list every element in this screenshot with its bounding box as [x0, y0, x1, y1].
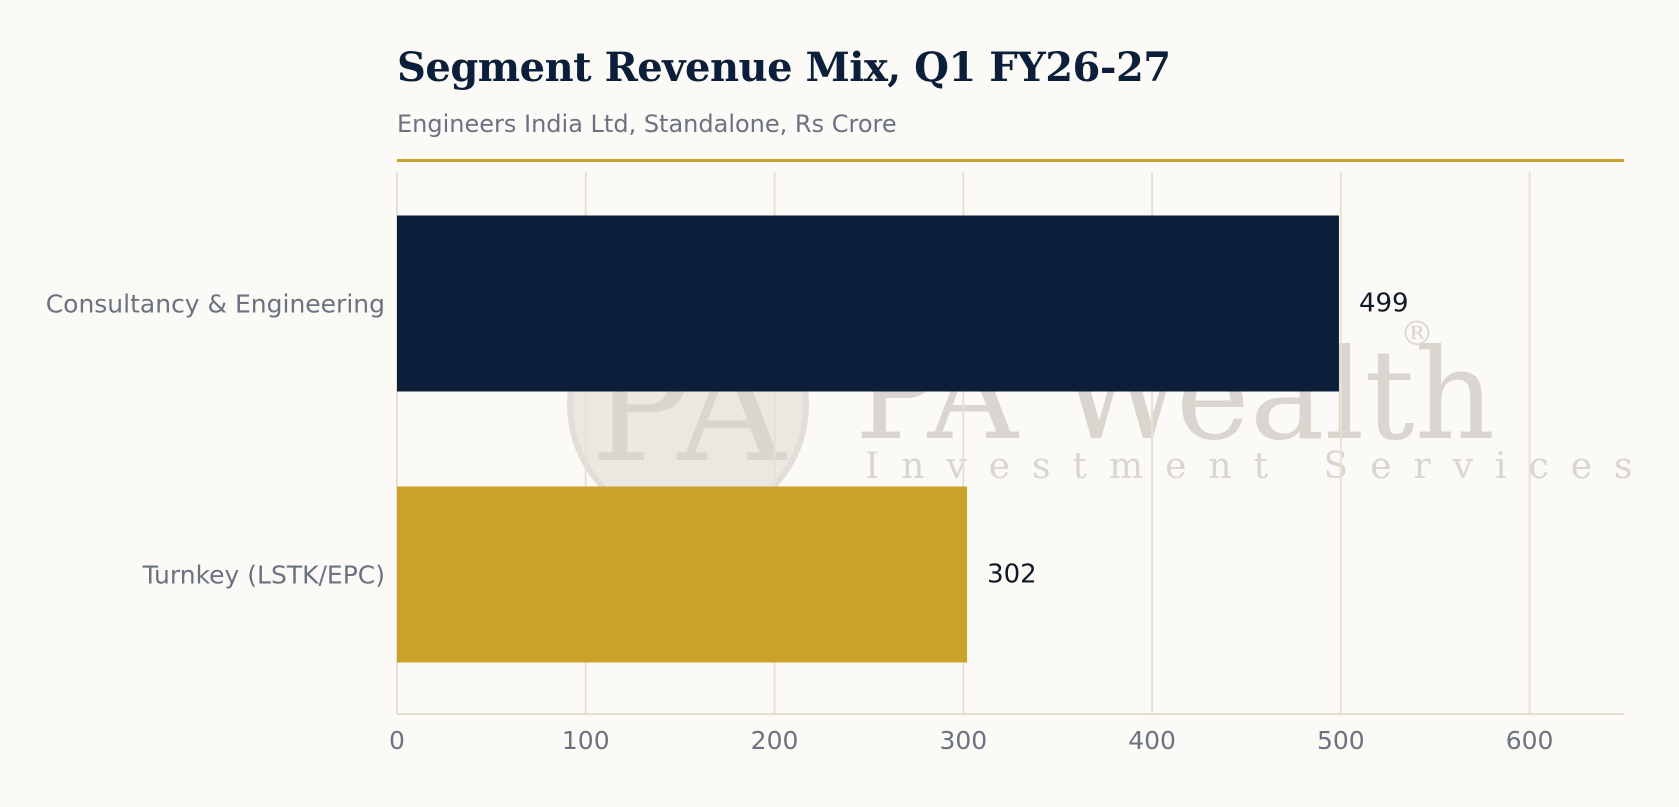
x-axis-ticks: 0 100 200 300 400 500 600 [389, 726, 1553, 755]
data-label-1: 302 [987, 560, 1037, 590]
data-label-0: 499 [1359, 289, 1409, 319]
tick-label-200: 200 [751, 726, 799, 755]
tick-label-0: 0 [389, 726, 405, 755]
tick-label-600: 600 [1506, 726, 1554, 755]
bars: Consultancy & Engineering 499 Turnkey (LST… [46, 215, 1409, 663]
bar-0 [397, 215, 1339, 392]
chart-subtitle: Engineers India Ltd, Standalone, Rs Cror… [397, 110, 897, 138]
watermark-registered-mark: ® [1400, 314, 1434, 354]
watermark-tagline: Investment Services [865, 446, 1655, 487]
tick-label-400: 400 [1128, 726, 1176, 755]
chart-title: Segment Revenue Mix, Q1 FY26-27 [397, 44, 1171, 91]
category-label-0: Consultancy & Engineering [46, 290, 385, 319]
tick-label-500: 500 [1317, 726, 1365, 755]
bar-1 [397, 486, 968, 663]
tick-label-100: 100 [562, 726, 610, 755]
tick-label-300: 300 [939, 726, 987, 755]
title-rule [397, 159, 1624, 162]
category-label-1: Turnkey (LSTK/EPC) [142, 561, 385, 590]
